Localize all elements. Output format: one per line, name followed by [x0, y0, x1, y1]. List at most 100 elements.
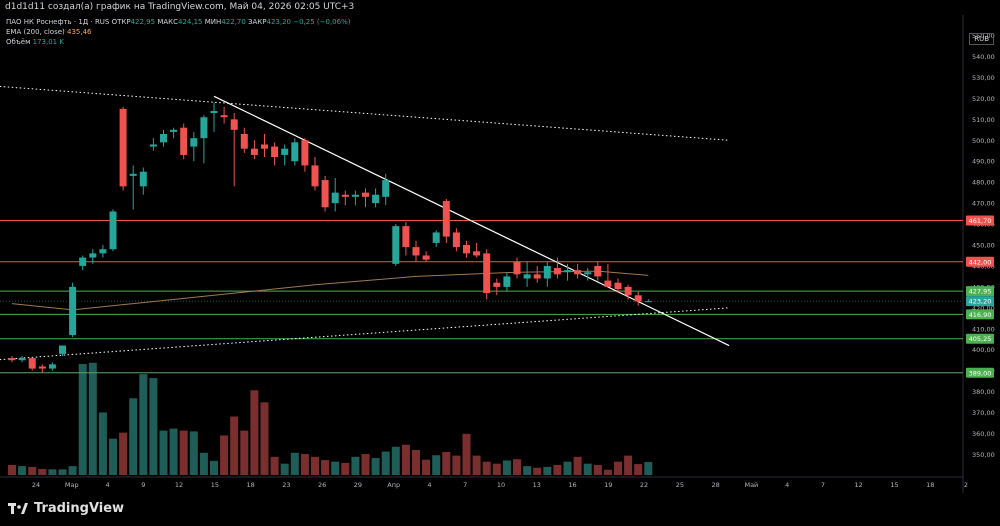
time-tick-label: 24 — [32, 481, 40, 489]
volume-bar — [210, 460, 218, 475]
price-chart[interactable]: 550,00 540,00 530,00 520,00 510,00 500,00 490,… — [0, 15, 1000, 493]
candle — [129, 173, 137, 176]
volume-bar — [634, 464, 643, 475]
volume-bar — [290, 452, 299, 475]
volume-bar — [139, 374, 148, 475]
level-label-badge — [966, 256, 994, 267]
candle — [109, 211, 117, 250]
level-label-badge — [966, 215, 994, 226]
candle — [28, 358, 36, 369]
candle — [99, 249, 107, 254]
time-tick-label: 18 — [926, 481, 934, 489]
change-value: −0,25 (−0,06%) — [293, 18, 351, 26]
time-tick-label: Май — [744, 481, 758, 489]
candles — [8, 102, 652, 373]
candle — [271, 146, 279, 158]
volume-bar — [149, 378, 158, 475]
trend-line — [213, 95, 730, 347]
time-tick-label: 10 — [497, 481, 505, 489]
time-tick-label: 4 — [105, 481, 109, 489]
level-label: 423,20 — [969, 298, 992, 306]
price-tick-label: 350,00 — [972, 451, 995, 459]
tradingview-logo[interactable]: TradingView — [8, 501, 124, 516]
candle — [432, 232, 440, 243]
level-label: 427,95 — [969, 288, 992, 296]
footer: TradingView — [0, 493, 1000, 526]
time-tick-label: 15 — [211, 481, 219, 489]
candle — [452, 232, 460, 248]
level-labels: 461,70 442,00 427,95 423,20 416,90 405,25 389,… — [966, 215, 994, 378]
level-label: 389,00 — [969, 369, 992, 377]
chart-svg[interactable]: 550,00 540,00 530,00 520,00 510,00 500,00 490,… — [0, 15, 1000, 493]
candle — [210, 110, 218, 114]
candle — [281, 148, 289, 155]
ema-200-line — [11, 270, 649, 311]
volume-bar — [300, 454, 309, 475]
volume-bar — [341, 462, 350, 475]
legend-ohlc: ПАО НК Роснефть · 1Д · RUS ОТКР422,95 МА… — [6, 18, 350, 26]
currency-badge[interactable]: RUB — [969, 33, 994, 45]
time-tick-label: 13 — [533, 481, 541, 489]
volume-bar — [583, 463, 592, 475]
volume-bar — [412, 449, 420, 475]
level-label: 416,90 — [969, 311, 992, 319]
candle — [564, 270, 571, 273]
price-tick-label: 540,00 — [972, 53, 995, 61]
candle — [149, 144, 157, 147]
legend-volume[interactable]: Объём 173,01 K — [6, 38, 64, 46]
volume-bar — [482, 461, 491, 475]
volume-bar — [381, 451, 390, 475]
candle — [594, 265, 602, 277]
volume-bar — [371, 458, 380, 475]
candle — [59, 345, 66, 354]
volume-bar — [502, 460, 511, 475]
tradingview-logo-icon — [8, 502, 28, 514]
price-tick-label: 480,00 — [972, 179, 995, 187]
volume-bar — [401, 444, 410, 475]
volume-bar — [18, 466, 27, 475]
time-tick-label: 26 — [318, 481, 326, 489]
symbol-name[interactable]: ПАО НК Роснефть · 1Д · RUS — [6, 18, 110, 26]
volume-bar — [280, 463, 289, 475]
time-tick-label: 2 — [964, 481, 968, 489]
volume-bar — [593, 464, 602, 475]
price-tick-label: 360,00 — [972, 430, 995, 438]
high-label: МАКС — [157, 18, 179, 26]
volume-bar — [260, 402, 269, 475]
candle — [614, 282, 622, 289]
volume-bar — [513, 459, 521, 475]
candle — [79, 257, 87, 266]
price-scale: 550,00 540,00 530,00 520,00 510,00 500,00 490,… — [972, 32, 995, 459]
volume-bar — [614, 461, 622, 475]
candle — [190, 138, 198, 147]
price-tick-label: 400,00 — [972, 346, 995, 354]
volume-label: Объём — [6, 38, 31, 46]
open-label: ОТКР — [111, 18, 131, 26]
volume-bar — [169, 428, 178, 475]
volume-bars — [8, 362, 653, 475]
volume-bar — [624, 455, 633, 475]
candle — [331, 192, 339, 204]
price-tick-label: 550,00 — [972, 32, 995, 40]
time-tick-label: 4 — [785, 481, 789, 489]
time-scale: 24 Мар 4 9 12 15 18 23 26 29 Апр 4 7 10 13 16 19 22 25 28 Ма… — [32, 481, 968, 489]
volume-bar — [331, 461, 340, 475]
price-tick-label: 450,00 — [972, 242, 995, 250]
level-label: 442,00 — [969, 258, 992, 266]
time-tick-label: 9 — [141, 481, 145, 489]
price-tick-label: 490,00 — [972, 158, 995, 166]
volume-bar — [230, 416, 239, 475]
volume-bar — [129, 398, 138, 475]
price-tick-label: 420,00 — [972, 304, 995, 312]
candle — [362, 192, 369, 197]
legend-ema[interactable]: EMA (200, close) 435,46 — [6, 28, 92, 36]
brand-name: TradingView — [34, 501, 125, 516]
time-tick-label: 29 — [354, 481, 362, 489]
ema-value: 435,46 — [67, 28, 92, 36]
candle — [341, 194, 349, 197]
candle — [160, 134, 167, 143]
volume-bar — [321, 460, 330, 475]
volume-bar — [422, 459, 431, 475]
time-tick-label: 25 — [676, 481, 684, 489]
time-tick-label: 4 — [427, 481, 431, 489]
